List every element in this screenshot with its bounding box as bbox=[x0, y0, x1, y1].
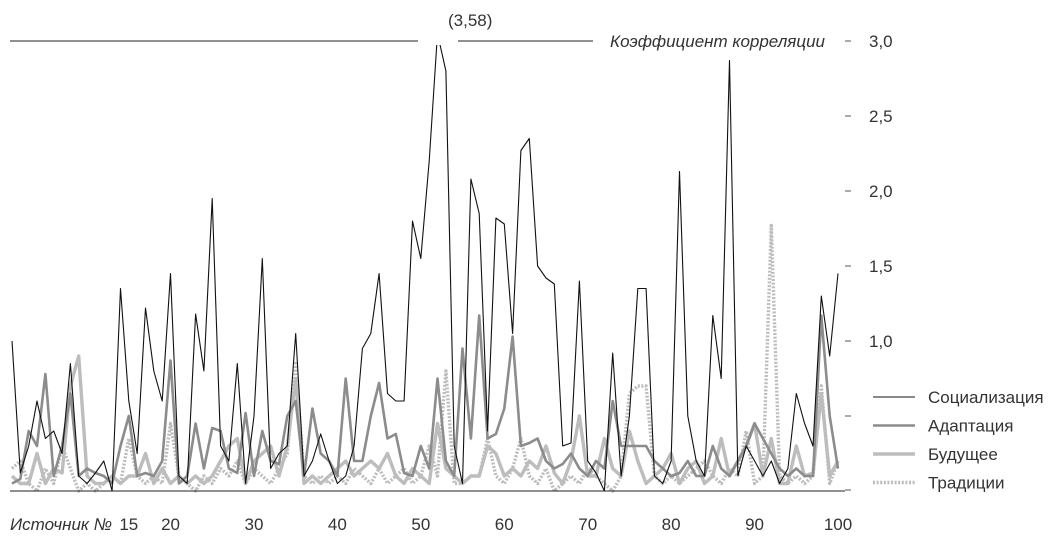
x-tick-label: 30 bbox=[244, 515, 263, 534]
series-layer bbox=[10, 32, 840, 493]
legend-label-1: Социализация bbox=[928, 388, 1044, 407]
x-tick-label: 90 bbox=[745, 515, 764, 534]
series-line-1 bbox=[11, 32, 839, 492]
x-tick-label: 70 bbox=[578, 515, 597, 534]
y-tick-label: 1,0 bbox=[869, 332, 893, 351]
y-ticks: 1,0 1,5 2,0 2,5 3,0 bbox=[845, 32, 893, 491]
x-tick-label: 60 bbox=[495, 515, 514, 534]
x-tick-label: 50 bbox=[411, 515, 430, 534]
legend: Социализация Адаптация Будущее Традиции bbox=[873, 388, 1044, 493]
y-tick-label: 3,0 bbox=[869, 32, 893, 51]
x-axis-title: Источник № bbox=[10, 515, 112, 534]
x-tick-label: 15 bbox=[119, 515, 138, 534]
legend-label-2: Адаптация bbox=[928, 417, 1013, 436]
x-tick-label: 20 bbox=[161, 515, 180, 534]
legend-label-4: Традиции bbox=[928, 474, 1004, 493]
series-line-3 bbox=[10, 354, 840, 486]
y-tick-label: 2,5 bbox=[869, 107, 893, 126]
y-tick-label: 2,0 bbox=[869, 182, 893, 201]
peak-break bbox=[433, 33, 446, 45]
peak-annotation: (3,58) bbox=[448, 11, 492, 30]
x-tick-label: 100 bbox=[824, 515, 852, 534]
x-tick-label: 40 bbox=[328, 515, 347, 534]
legend-label-3: Будущее bbox=[928, 445, 998, 464]
x-ticks: 15 20 30 40 50 60 70 80 90 100 bbox=[119, 515, 852, 534]
axes-layer: Коэффициент корреляции (3,58) Источник № bbox=[10, 11, 845, 534]
x-tick-label: 80 bbox=[662, 515, 681, 534]
series-line-4 bbox=[10, 223, 840, 493]
y-axis-title: Коэффициент корреляции bbox=[610, 32, 825, 51]
series-line-2 bbox=[11, 314, 840, 485]
y-tick-label: 1,5 bbox=[869, 257, 893, 276]
